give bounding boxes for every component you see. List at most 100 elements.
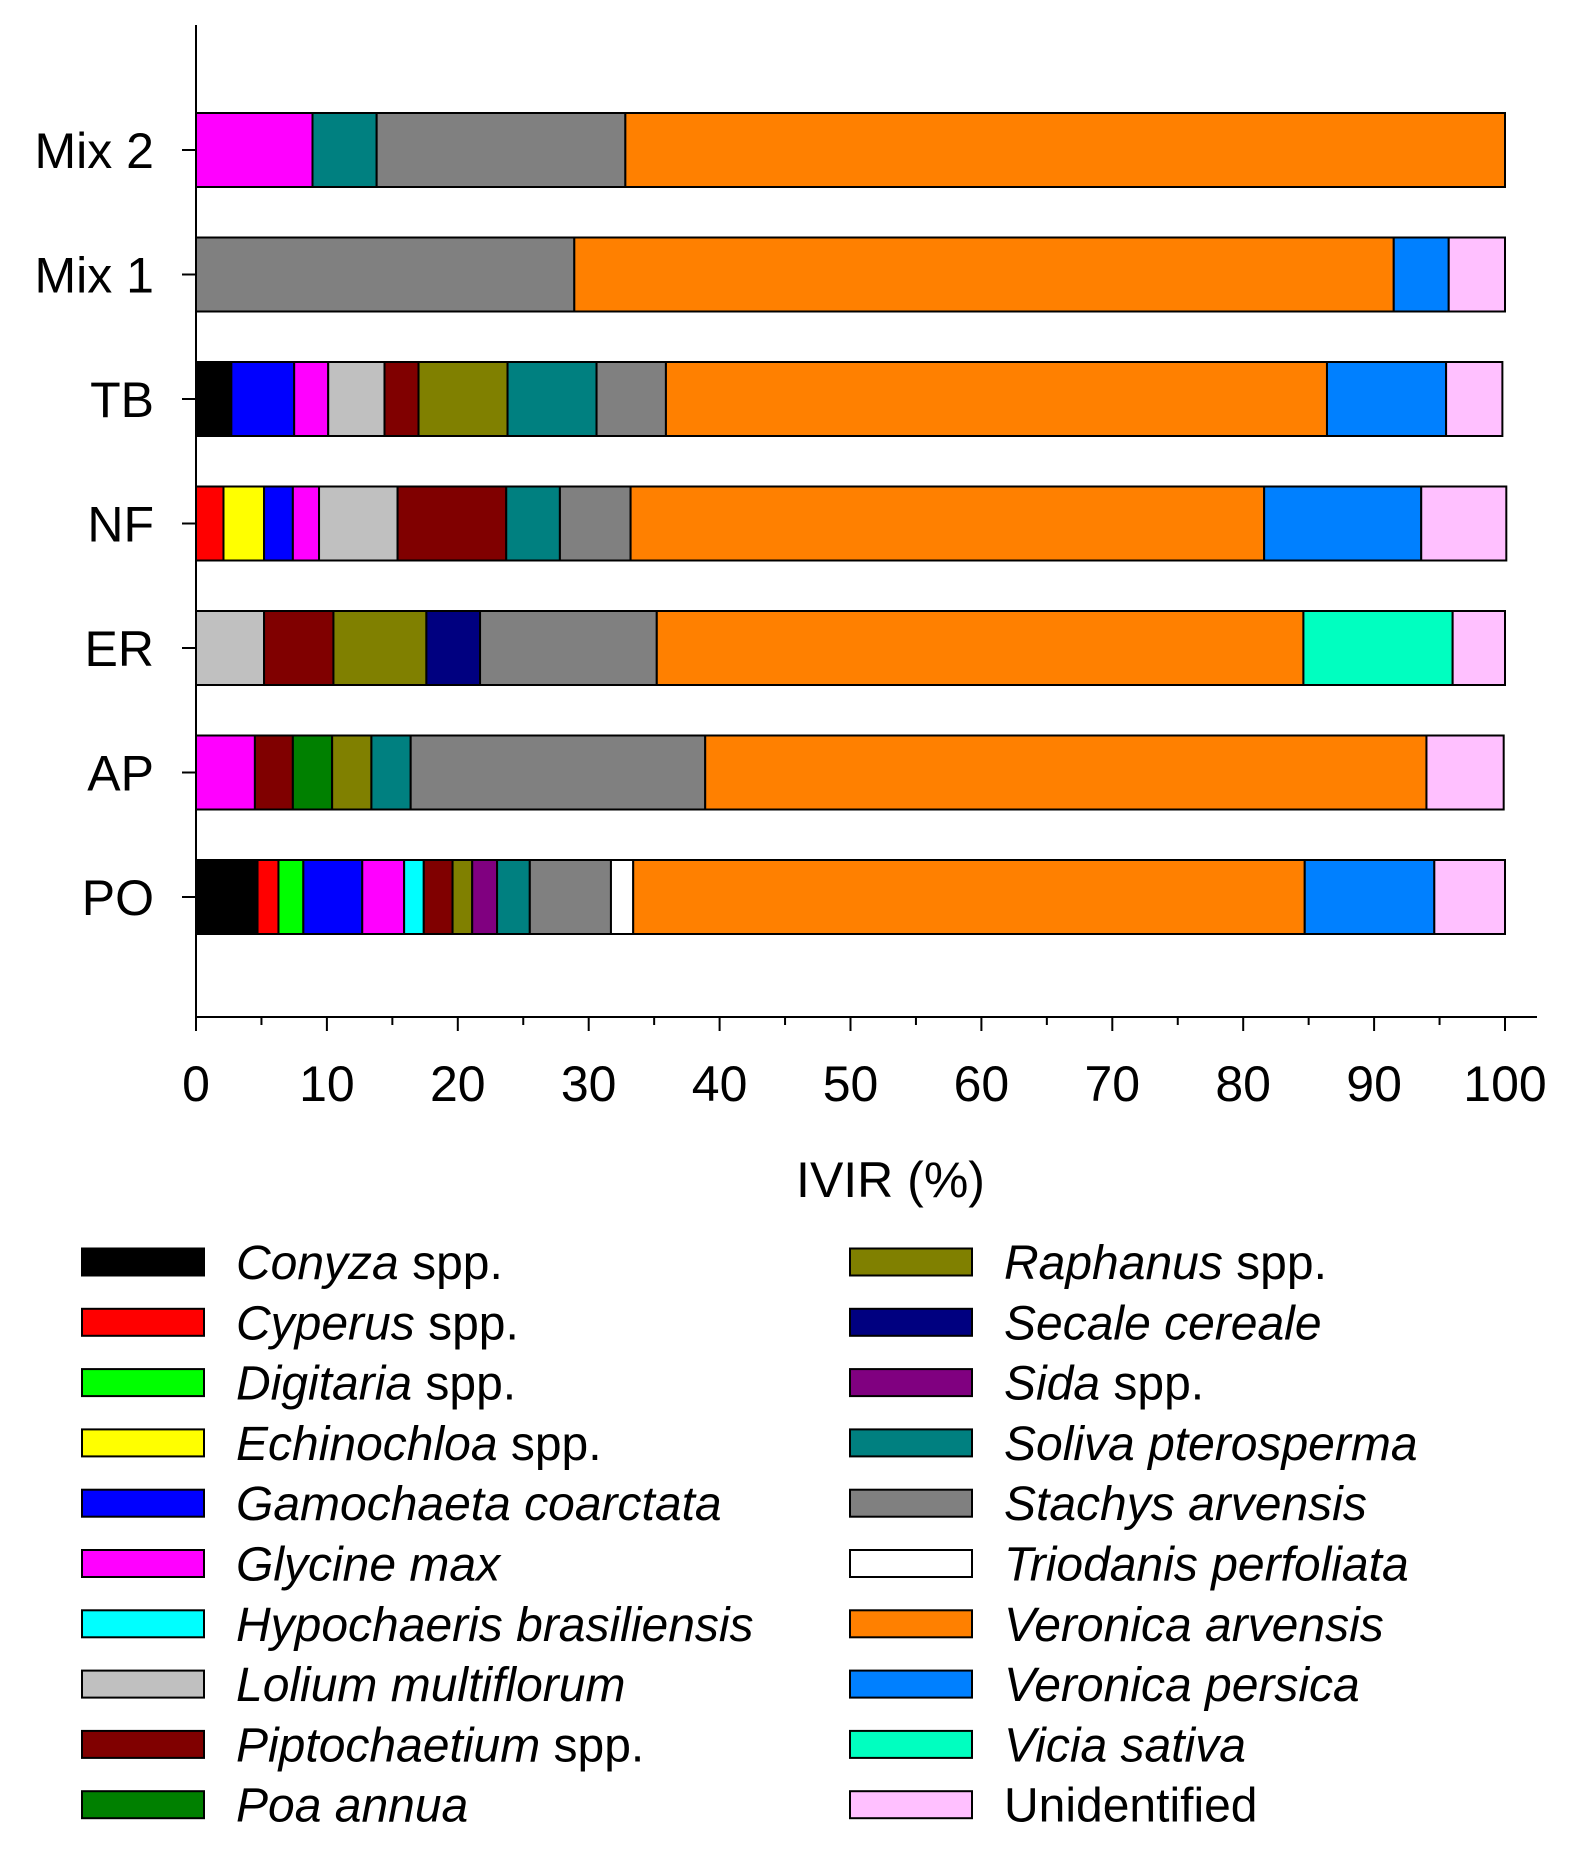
bar-segment-gamochaeta-nf <box>263 485 294 562</box>
legend-label-italic: Lolium multiflorum <box>236 1659 625 1712</box>
legend-label-suffix: spp. <box>399 1237 503 1290</box>
legend-label-cyperus: Cyperus spp. <box>236 1297 519 1350</box>
legend-swatch-digitaria <box>81 1368 205 1398</box>
bar-segment-gamochaeta-tb <box>230 361 296 437</box>
legend-label-digitaria: Digitaria spp. <box>236 1358 516 1411</box>
x-tick-label: 40 <box>692 1056 748 1112</box>
category-label: NF <box>87 497 154 553</box>
legend-swatch-unidentified <box>849 1790 973 1820</box>
bar-segment-varvensis-tb <box>664 361 1328 437</box>
bar-segment-raphanus-ap <box>331 734 373 811</box>
category-label: AP <box>87 746 154 802</box>
legend-label-italic: Hypochaeris brasiliensis <box>236 1599 754 1652</box>
bar-segment-raphanus-po <box>451 859 474 935</box>
legend-swatch-sida <box>849 1368 973 1398</box>
bar-segment-piptochaetium-ap <box>253 734 294 811</box>
category-label: ER <box>85 621 154 677</box>
axes-layer: 0 10 20 30 40 50 60 70 80 90 100 Mix 2 Mix 1 TB NF ER AP… <box>35 25 1547 1112</box>
bar-segment-soliva-nf <box>505 485 561 562</box>
bar-segment-lolium-nf <box>318 485 399 562</box>
x-tick-label: 60 <box>954 1056 1010 1112</box>
bar-segment-vpersica-nf <box>1263 485 1423 562</box>
bar-segment-stachys-mix-1 <box>195 236 576 313</box>
bar-segment-raphanus-er <box>332 610 428 686</box>
legend-swatch-raphanus <box>849 1247 973 1277</box>
bar-segment-soliva-po <box>496 859 531 935</box>
legend-label-echinochloa: Echinochloa spp. <box>236 1418 602 1471</box>
legend-label-italic: Echinochloa <box>236 1418 498 1471</box>
bar-segment-piptochaetium-po <box>422 859 454 935</box>
bar-segment-glycine-tb <box>293 361 330 437</box>
bar-segment-cyperus-nf <box>195 485 225 562</box>
legend-swatch-cyperus <box>81 1307 205 1337</box>
legend-label-poa: Poa annua <box>236 1780 468 1833</box>
bar-segment-conyza-tb <box>195 361 233 437</box>
bar-segment-unidentified-er <box>1451 610 1507 686</box>
legend-label-suffix: Unidentified <box>1004 1780 1258 1833</box>
bar-segment-poa-ap <box>291 734 334 811</box>
bar-segment-hypochaeris-po <box>403 859 425 935</box>
bar-segment-varvensis-po <box>632 859 1306 935</box>
legend-swatch-triodanis <box>849 1549 973 1578</box>
legend-label-sida: Sida spp. <box>1004 1358 1204 1411</box>
bar-segment-sida-po <box>471 859 499 935</box>
bar-segment-varvensis-ap <box>704 734 1428 811</box>
x-tick-label: 10 <box>299 1056 355 1112</box>
legend-label-italic: Digitaria <box>236 1358 412 1411</box>
legend-label-soliva: Soliva pterosperma <box>1004 1418 1418 1471</box>
legend-swatch-poa <box>81 1790 205 1820</box>
x-tick-label: 80 <box>1215 1056 1271 1112</box>
legend-label-varvensis: Veronica arvensis <box>1004 1599 1384 1652</box>
x-axis-title: IVIR (%) <box>796 1152 985 1208</box>
bar-segment-soliva-ap <box>370 734 412 811</box>
legend-swatch-vpersica <box>849 1669 973 1699</box>
legend-label-italic: Sida <box>1004 1358 1100 1411</box>
legend-label-vicia: Vicia sativa <box>1004 1719 1246 1772</box>
bar-segment-glycine-nf <box>291 485 321 562</box>
legend-label-italic: Glycine max <box>236 1539 502 1592</box>
legend-swatch-varvensis <box>849 1609 973 1639</box>
bar-segment-unidentified-po <box>1433 859 1506 935</box>
legend-label-suffix: spp. <box>412 1358 516 1411</box>
category-label: PO <box>82 870 154 926</box>
legend-swatch-stachys <box>849 1488 973 1518</box>
bar-segment-varvensis-nf <box>629 485 1266 562</box>
bar-segment-vpersica-po <box>1303 859 1436 935</box>
legend-label-italic: Gamochaeta coarctata <box>236 1478 722 1531</box>
bar-segment-varvensis-mix-2 <box>624 112 1506 188</box>
legend-swatch-conyza <box>81 1247 205 1277</box>
category-label: Mix 2 <box>35 123 154 179</box>
legend-label-italic: Triodanis perfoliata <box>1004 1539 1409 1592</box>
legend-label-italic: Raphanus <box>1004 1237 1223 1290</box>
legend-label-raphanus: Raphanus spp. <box>1004 1237 1327 1290</box>
legend-label-italic: Stachys arvensis <box>1004 1478 1367 1531</box>
legend-label-unidentified: Unidentified <box>1004 1780 1258 1833</box>
bar-segment-cyperus-po <box>256 859 280 935</box>
bar-segment-piptochaetium-nf <box>396 485 508 562</box>
legend-label-italic: Secale cereale <box>1004 1297 1322 1350</box>
legend-label-glycine: Glycine max <box>236 1539 502 1592</box>
category-label: Mix 1 <box>35 248 154 304</box>
bar-segment-vpersica-tb <box>1325 361 1448 437</box>
category-label: TB <box>90 372 154 428</box>
bar-segment-secale-er <box>425 610 482 686</box>
bar-segment-piptochaetium-er <box>263 610 335 686</box>
x-tick-label: 90 <box>1346 1056 1402 1112</box>
bar-segment-soliva-tb <box>506 361 598 437</box>
bar-segment-digitaria-po <box>277 859 305 935</box>
legend-label-italic: Veronica arvensis <box>1004 1599 1384 1652</box>
legend-label-italic: Cyperus <box>236 1297 415 1350</box>
legend-swatch-gamochaeta <box>81 1488 205 1518</box>
bar-segment-stachys-mix-2 <box>375 112 627 188</box>
legend-label-italic: Soliva pterosperma <box>1004 1418 1418 1471</box>
legend-swatch-soliva <box>849 1428 973 1458</box>
bar-segment-glycine-ap <box>195 734 256 811</box>
legend-label-suffix: spp. <box>1100 1358 1204 1411</box>
bar-segment-stachys-er <box>479 610 658 686</box>
bar-segment-triodanis-po <box>609 859 635 935</box>
legend-label-suffix: spp. <box>1223 1237 1327 1290</box>
bar-segment-glycine-mix-2 <box>195 112 314 188</box>
x-tick-label: 100 <box>1463 1056 1546 1112</box>
